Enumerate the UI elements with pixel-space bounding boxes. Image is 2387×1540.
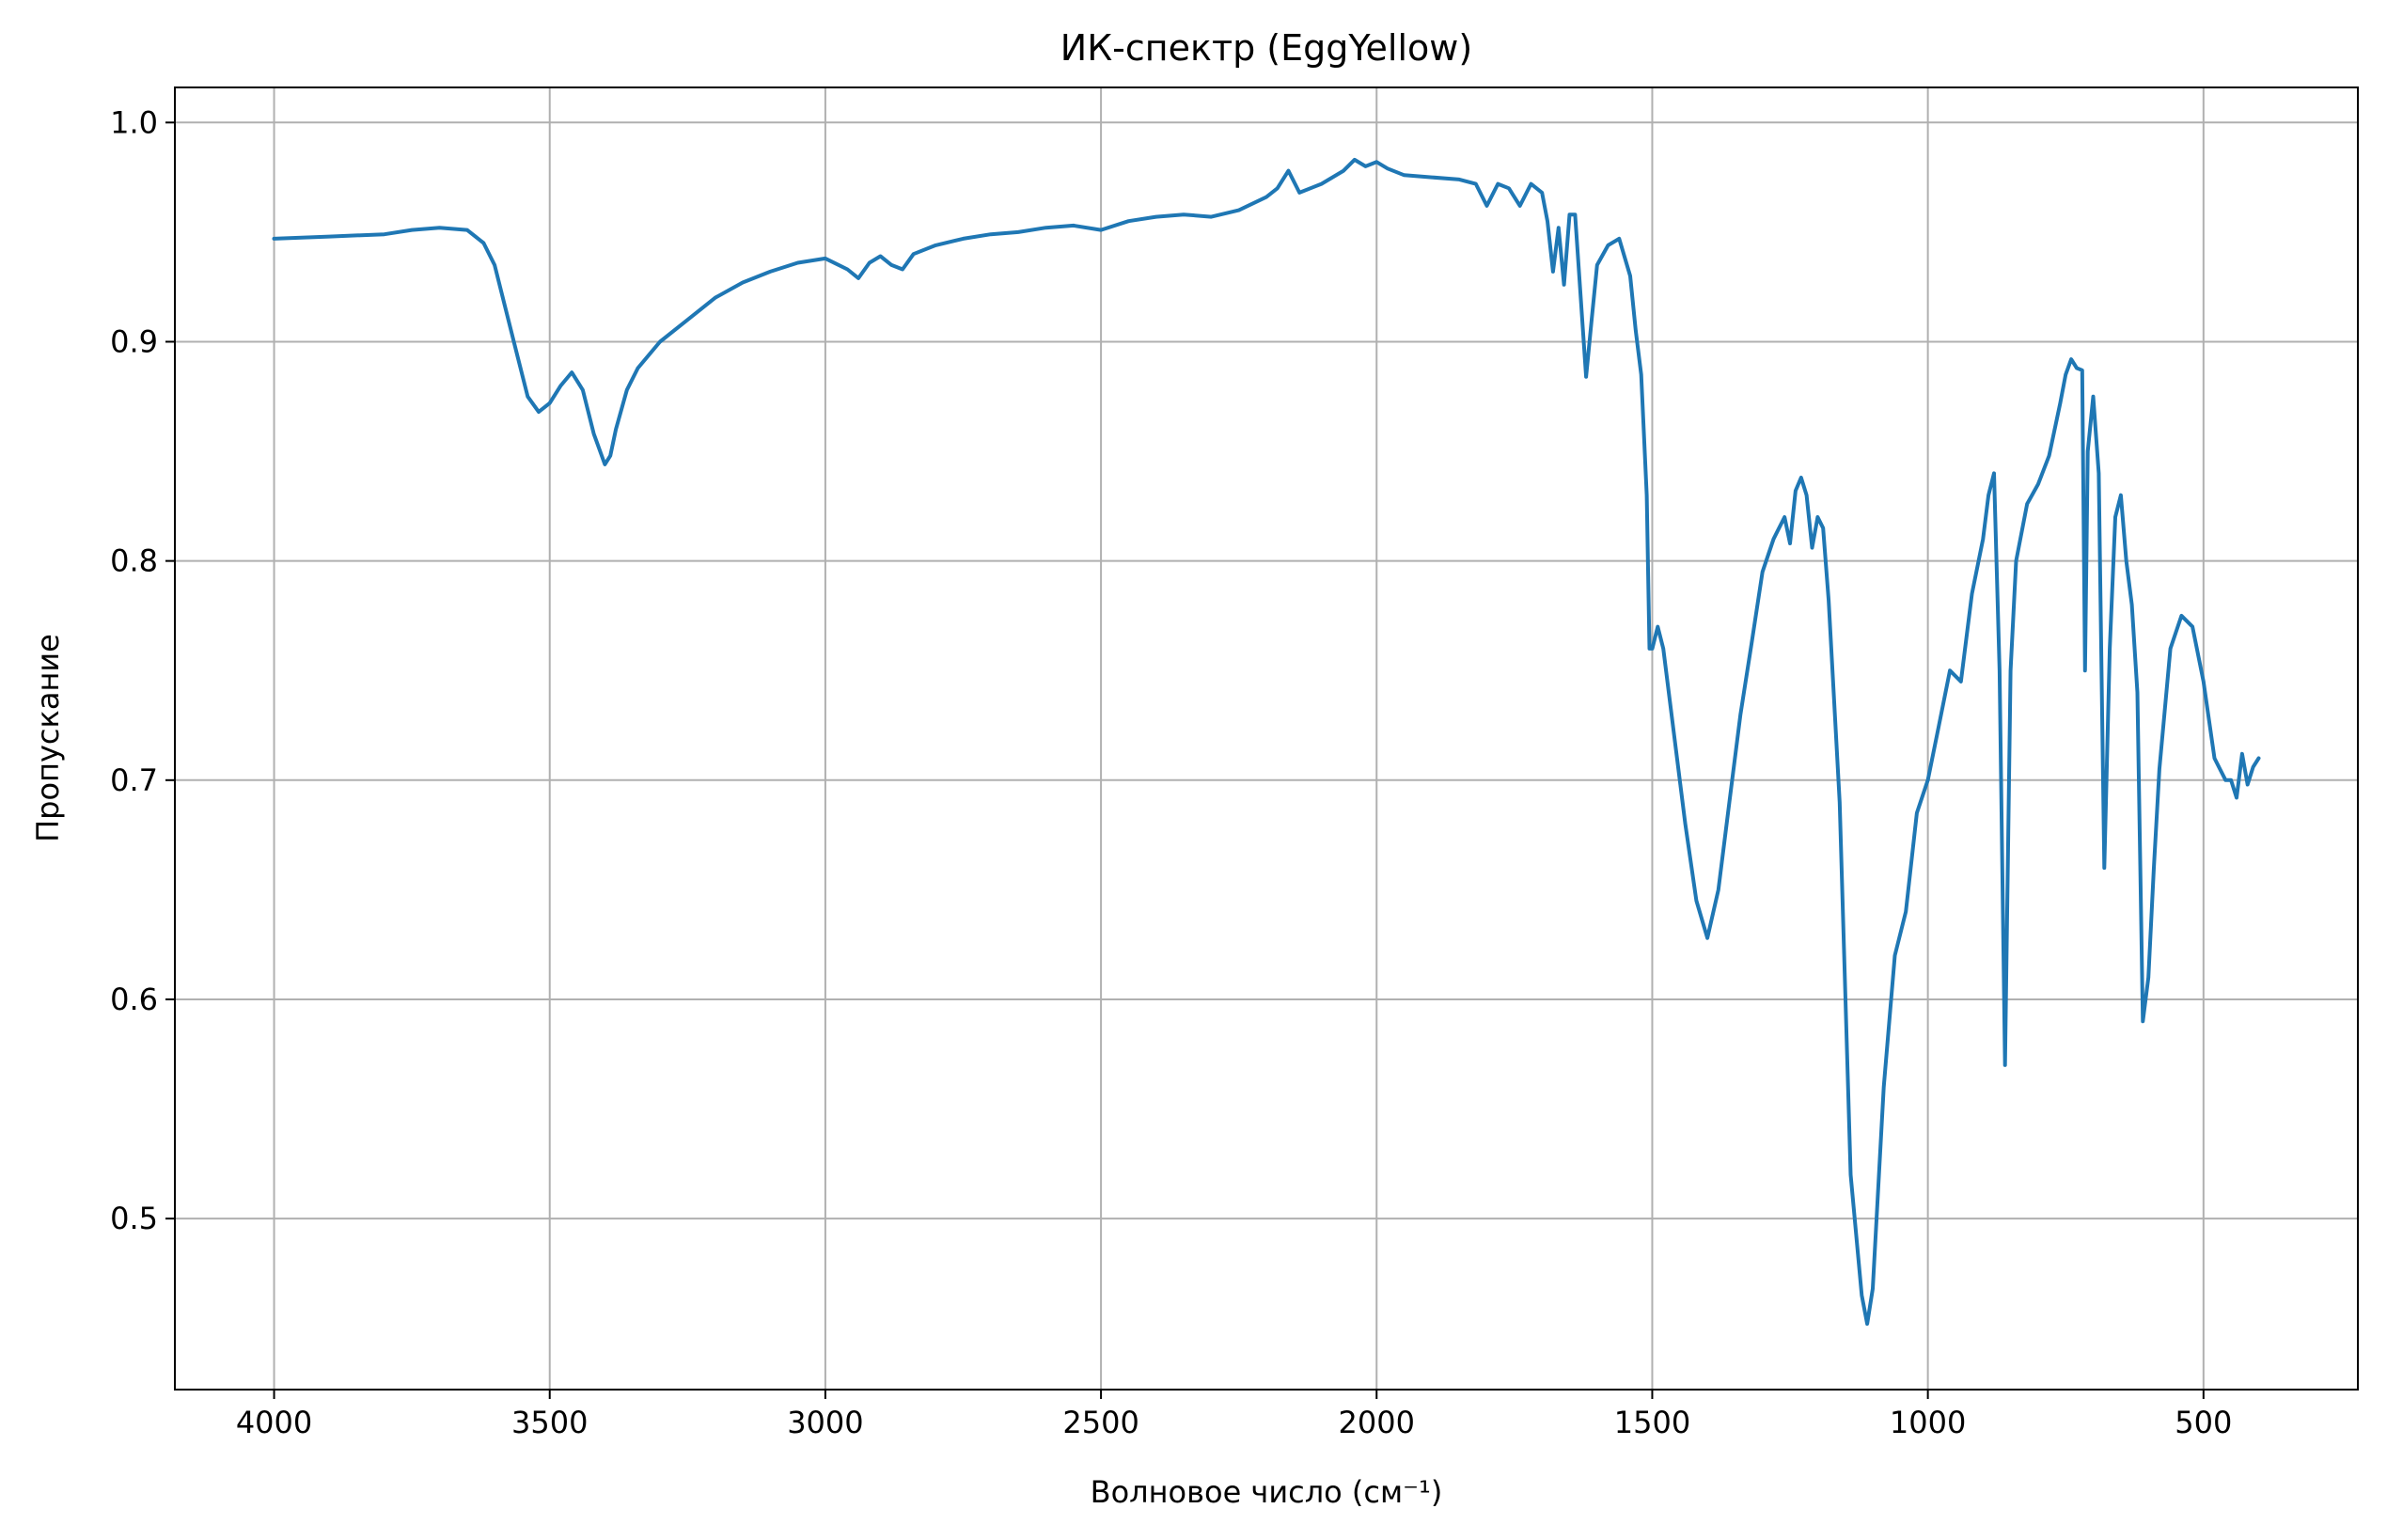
spectrum-line (272, 157, 2261, 1327)
y-tick-label: 0.8 (110, 543, 158, 579)
y-tick-label: 0.7 (110, 762, 158, 798)
y-tick-label: 0.6 (110, 982, 158, 1017)
y-tick-label: 0.5 (110, 1201, 158, 1236)
y-tick-label: 1.0 (110, 104, 158, 140)
y-tick-label: 0.9 (110, 323, 158, 359)
grid-lines (175, 87, 2358, 1390)
x-tick-label: 4000 (236, 1405, 312, 1440)
x-axis-label: Волновое число (см⁻¹) (1091, 1474, 1443, 1510)
plot-frame (174, 86, 2359, 1391)
x-tick-label: 500 (2175, 1405, 2232, 1440)
x-tick-label: 1000 (1890, 1405, 1966, 1440)
x-tick-label: 2500 (1062, 1405, 1139, 1440)
x-tick-label: 3500 (511, 1405, 588, 1440)
chart-title: ИК-спектр (EggYellow) (1060, 27, 1472, 69)
x-tick-label: 2000 (1339, 1405, 1415, 1440)
x-tick-label: 1500 (1614, 1405, 1690, 1440)
axis-ticks: 4000 3500 3000 2500 2000 1500 1000 500 0.5 0.6 0.7… (110, 104, 2232, 1440)
y-axis-label: Пропускание (30, 634, 66, 842)
x-tick-label: 3000 (787, 1405, 863, 1440)
